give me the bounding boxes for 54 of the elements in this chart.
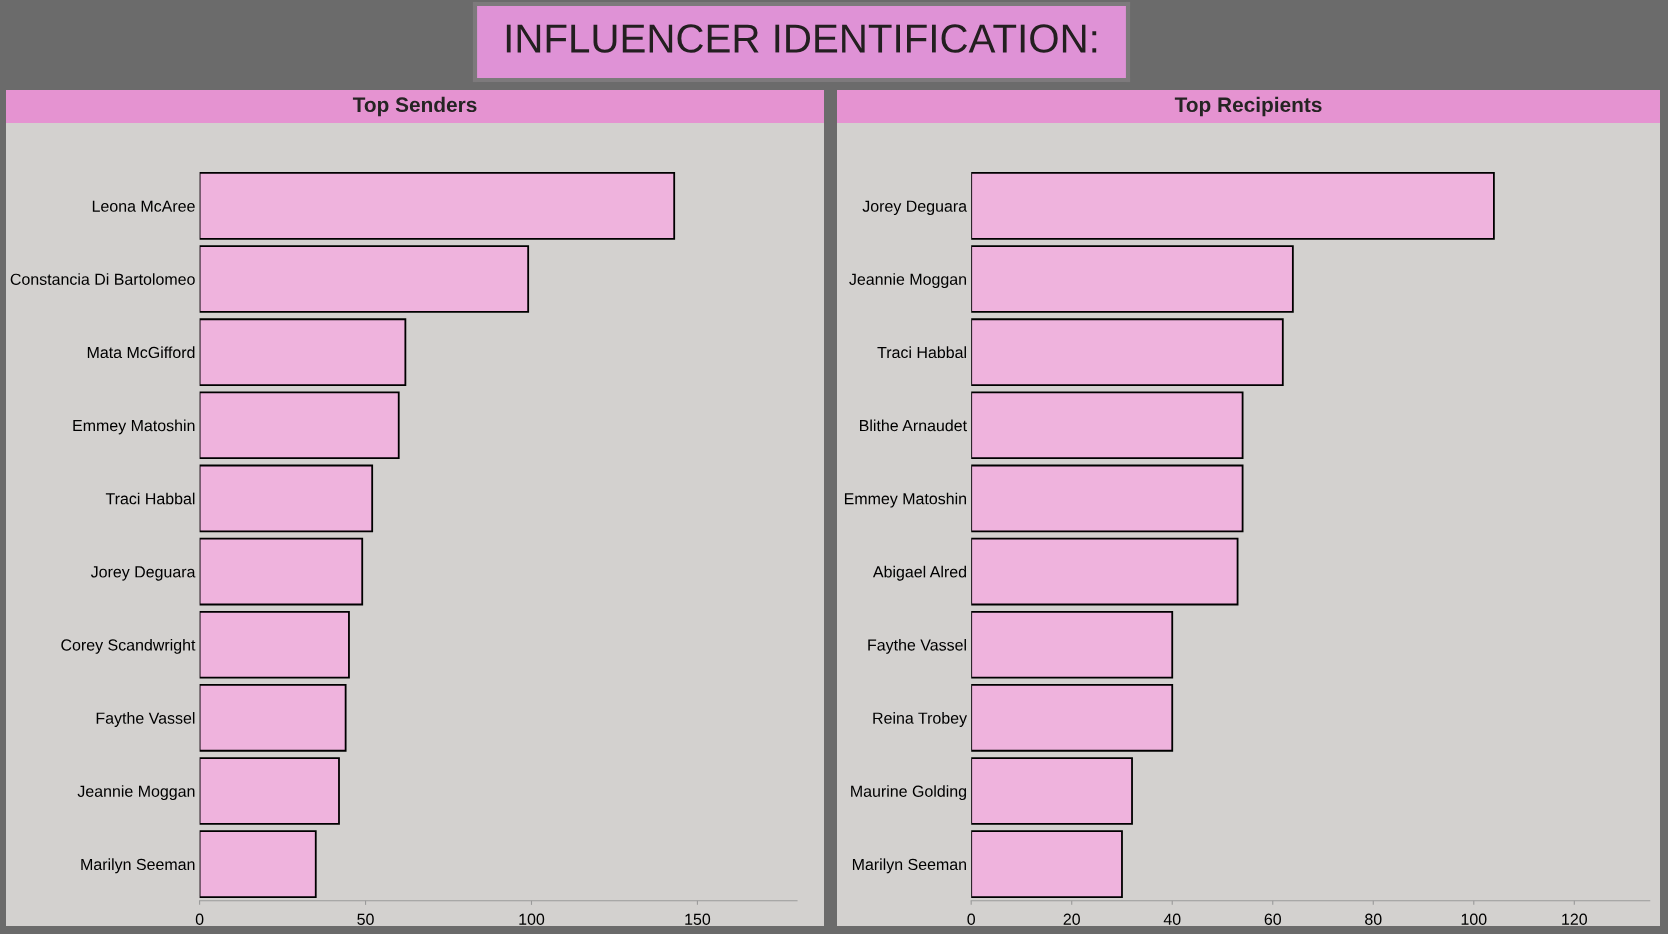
x-tick-label: 100 bbox=[519, 913, 545, 925]
bar bbox=[971, 537, 1239, 606]
bar bbox=[199, 464, 374, 533]
y-tick-label: Reina Trobey bbox=[873, 712, 968, 727]
bar bbox=[971, 318, 1284, 386]
bar bbox=[971, 610, 1174, 679]
y-tick-label: Traci Habbal bbox=[877, 346, 966, 359]
y-tick-label: Jeannie Moggan bbox=[77, 785, 195, 801]
text: INFLUENCER IDENTIFICATION: bbox=[506, 24, 1097, 53]
x-tick-label: 100 bbox=[1461, 913, 1487, 925]
y-tick-label: Emmey Matoshin bbox=[844, 492, 966, 508]
y-tick-label: Maurine Golding bbox=[851, 785, 967, 801]
bar bbox=[971, 245, 1294, 313]
bar bbox=[199, 684, 347, 752]
y-tick-label: Traci Habbal bbox=[105, 492, 195, 505]
y-tick-label: Emmey Matoshin bbox=[73, 419, 195, 435]
bar bbox=[971, 172, 1495, 240]
x-tick-label: 150 bbox=[685, 913, 711, 925]
y-tick-label: Corey Scandwright bbox=[61, 638, 196, 654]
x-tick-label: 120 bbox=[1562, 913, 1588, 925]
bar bbox=[971, 391, 1244, 460]
chart-title: Top Senders bbox=[352, 96, 477, 117]
x-tick-label: 0 bbox=[195, 913, 204, 925]
bar bbox=[199, 830, 317, 898]
bar bbox=[971, 757, 1133, 825]
bar bbox=[971, 684, 1174, 752]
x-tick-label: 80 bbox=[1365, 913, 1382, 925]
bar bbox=[199, 318, 407, 386]
bar bbox=[199, 172, 676, 240]
x-tick-label: 40 bbox=[1163, 913, 1181, 925]
bar bbox=[199, 537, 364, 606]
bar bbox=[199, 245, 530, 313]
y-tick-label: Faythe Vassel bbox=[868, 638, 966, 654]
chart-title: Top Recipients bbox=[1174, 96, 1322, 117]
bar bbox=[971, 464, 1244, 533]
y-tick-label: Blithe Arnaudet bbox=[860, 419, 967, 432]
x-tick-label: 20 bbox=[1063, 913, 1080, 925]
x-tick-label: 50 bbox=[357, 913, 374, 925]
y-tick-label: Abigael Alred bbox=[872, 565, 967, 581]
y-tick-label: Jorey Deguara bbox=[90, 566, 196, 581]
bar bbox=[199, 757, 340, 825]
y-tick-label: Marilyn Seeman bbox=[852, 858, 966, 874]
y-tick-label: Marilyn Seeman bbox=[81, 858, 195, 874]
y-tick-label: Constancia Di Bartolomeo bbox=[10, 273, 195, 285]
bar bbox=[199, 610, 350, 679]
y-tick-label: Leona McAree bbox=[92, 200, 195, 212]
y-tick-label: Jeannie Moggan bbox=[849, 273, 967, 289]
x-tick-label: 60 bbox=[1264, 913, 1282, 925]
bar bbox=[971, 830, 1123, 898]
y-tick-label: Faythe Vassel bbox=[96, 712, 195, 727]
y-tick-label: Jorey Deguara bbox=[862, 200, 968, 215]
x-tick-label: 0 bbox=[967, 913, 976, 925]
bar bbox=[199, 391, 400, 460]
y-tick-label: Mata McGifford bbox=[87, 346, 195, 359]
